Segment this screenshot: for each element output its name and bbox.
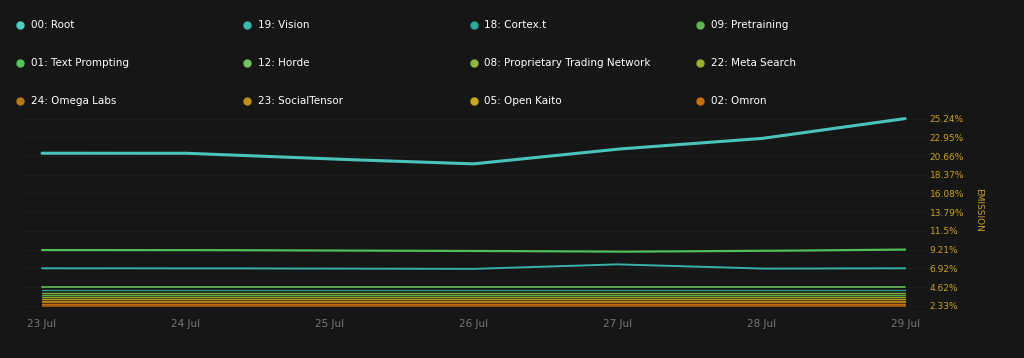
- Y-axis label: EMISSION: EMISSION: [975, 189, 983, 232]
- Text: 02: Omron: 02: Omron: [711, 96, 767, 106]
- Text: 12: Horde: 12: Horde: [258, 58, 309, 68]
- Text: 23: SocialTensor: 23: SocialTensor: [258, 96, 343, 106]
- Text: 22: Meta Search: 22: Meta Search: [711, 58, 796, 68]
- Text: 00: Root: 00: Root: [32, 20, 75, 30]
- Text: 19: Vision: 19: Vision: [258, 20, 309, 30]
- Text: 01: Text Prompting: 01: Text Prompting: [32, 58, 129, 68]
- Text: 08: Proprietary Trading Network: 08: Proprietary Trading Network: [484, 58, 651, 68]
- Text: 24: Omega Labs: 24: Omega Labs: [32, 96, 117, 106]
- Text: 05: Open Kaito: 05: Open Kaito: [484, 96, 562, 106]
- Text: 09: Pretraining: 09: Pretraining: [711, 20, 788, 30]
- Text: 18: Cortex.t: 18: Cortex.t: [484, 20, 547, 30]
